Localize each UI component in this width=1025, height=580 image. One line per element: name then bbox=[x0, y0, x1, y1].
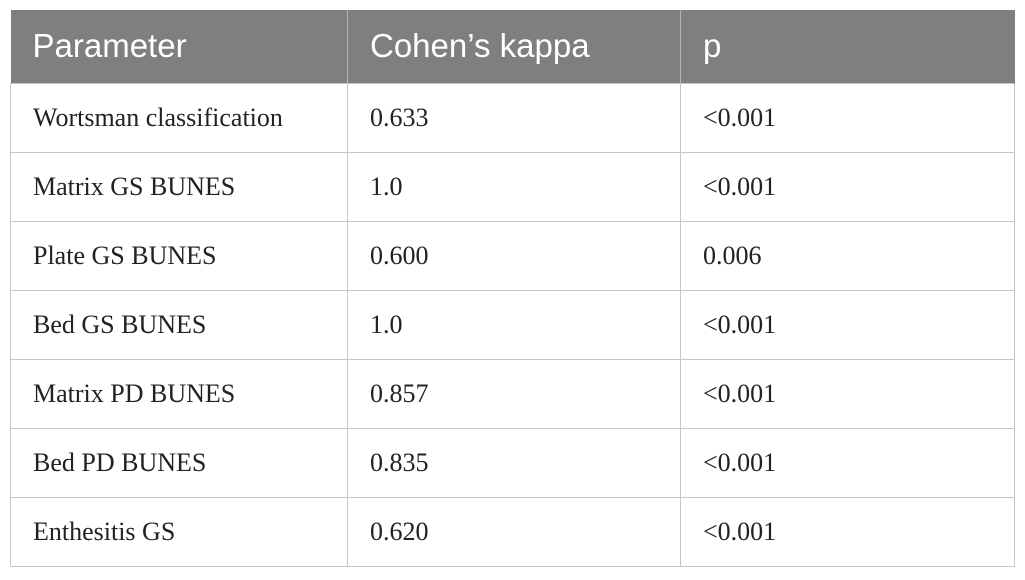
cell-parameter: Wortsman classification bbox=[10, 82, 348, 153]
cell-kappa: 1.0 bbox=[347, 289, 681, 360]
cell-parameter: Matrix GS BUNES bbox=[10, 151, 348, 222]
cell-p: <0.001 bbox=[680, 82, 1015, 153]
cell-kappa: 0.835 bbox=[347, 427, 681, 498]
cell-parameter: Plate GS BUNES bbox=[10, 220, 348, 291]
results-table: Parameter Cohen’s kappa p Wortsman class… bbox=[10, 10, 1015, 567]
cell-p: 0.006 bbox=[680, 220, 1015, 291]
table-body: Wortsman classification 0.633 <0.001 Mat… bbox=[10, 82, 1015, 567]
header-p: p bbox=[680, 10, 1015, 83]
cell-kappa: 0.620 bbox=[347, 496, 681, 567]
cell-kappa: 0.633 bbox=[347, 82, 681, 153]
cell-kappa: 1.0 bbox=[347, 151, 681, 222]
cell-p: <0.001 bbox=[680, 496, 1015, 567]
header-parameter: Parameter bbox=[10, 10, 348, 83]
table-row: Matrix PD BUNES 0.857 <0.001 bbox=[10, 358, 1015, 429]
header-cohens-kappa: Cohen’s kappa bbox=[347, 10, 681, 83]
cell-p: <0.001 bbox=[680, 289, 1015, 360]
results-table-container: Parameter Cohen’s kappa p Wortsman class… bbox=[10, 10, 1015, 567]
cell-kappa: 0.600 bbox=[347, 220, 681, 291]
cell-p: <0.001 bbox=[680, 427, 1015, 498]
table-row: Matrix GS BUNES 1.0 <0.001 bbox=[10, 151, 1015, 222]
cell-parameter: Matrix PD BUNES bbox=[10, 358, 348, 429]
cell-parameter: Bed PD BUNES bbox=[10, 427, 348, 498]
cell-parameter: Bed GS BUNES bbox=[10, 289, 348, 360]
cell-p: <0.001 bbox=[680, 151, 1015, 222]
cell-parameter: Enthesitis GS bbox=[10, 496, 348, 567]
table-row: Plate GS BUNES 0.600 0.006 bbox=[10, 220, 1015, 291]
cell-kappa: 0.857 bbox=[347, 358, 681, 429]
cell-p: <0.001 bbox=[680, 358, 1015, 429]
header-row: Parameter Cohen’s kappa p bbox=[10, 10, 1015, 83]
table-row: Wortsman classification 0.633 <0.001 bbox=[10, 82, 1015, 153]
table-row: Enthesitis GS 0.620 <0.001 bbox=[10, 496, 1015, 567]
table-row: Bed GS BUNES 1.0 <0.001 bbox=[10, 289, 1015, 360]
table-header: Parameter Cohen’s kappa p bbox=[10, 10, 1015, 83]
table-row: Bed PD BUNES 0.835 <0.001 bbox=[10, 427, 1015, 498]
